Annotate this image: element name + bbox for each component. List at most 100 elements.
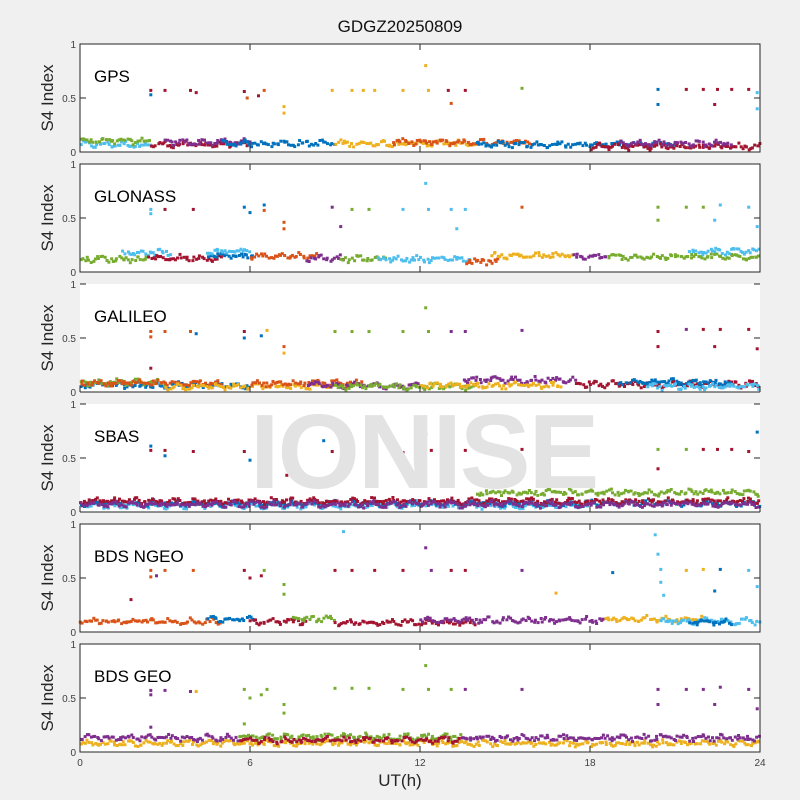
- data-point: [354, 741, 358, 744]
- data-point: [433, 500, 436, 503]
- data-point: [678, 145, 682, 148]
- data-point: [136, 255, 140, 259]
- data-point: [135, 619, 139, 623]
- data-point: [697, 386, 701, 390]
- data-point: [322, 140, 326, 144]
- data-point: [652, 743, 655, 747]
- data-point: [666, 381, 670, 385]
- data-point: [229, 736, 233, 740]
- data-point: [599, 505, 603, 509]
- data-point: [158, 247, 162, 251]
- data-point: [631, 739, 634, 743]
- data-point: [373, 144, 377, 148]
- data-point: [598, 141, 601, 145]
- outlier-point: [684, 87, 688, 91]
- data-point: [123, 383, 126, 387]
- data-point: [182, 383, 186, 387]
- data-point: [151, 502, 155, 506]
- data-point: [595, 498, 599, 502]
- data-point: [370, 504, 374, 507]
- data-point: [107, 382, 111, 386]
- data-point: [94, 140, 98, 144]
- data-point: [506, 499, 510, 503]
- data-point: [228, 616, 232, 620]
- data-point: [525, 741, 529, 745]
- data-point: [338, 384, 342, 388]
- outlier-point: [455, 227, 459, 231]
- outlier-point: [350, 207, 354, 211]
- data-point: [156, 500, 160, 504]
- data-point: [462, 617, 466, 621]
- data-point: [464, 501, 468, 505]
- data-point: [684, 616, 688, 620]
- data-point: [541, 491, 545, 495]
- data-point: [285, 498, 288, 502]
- data-point: [631, 141, 635, 145]
- data-point: [274, 498, 278, 501]
- outlier-point: [424, 306, 428, 310]
- data-point: [522, 741, 526, 745]
- data-point: [528, 383, 532, 387]
- data-point: [316, 383, 320, 387]
- data-point: [265, 505, 269, 509]
- data-point: [641, 499, 645, 503]
- data-point: [453, 622, 457, 626]
- data-point: [150, 380, 154, 384]
- data-point: [179, 256, 183, 260]
- y-tick-label: 0.5: [62, 574, 76, 585]
- data-point: [542, 741, 546, 745]
- data-point: [651, 504, 654, 508]
- data-point: [90, 144, 94, 148]
- outlier-point: [463, 207, 467, 211]
- data-point: [568, 497, 572, 501]
- data-point: [678, 492, 682, 496]
- data-point: [206, 251, 209, 255]
- data-point: [291, 496, 295, 500]
- outlier-point: [367, 207, 371, 211]
- data-point: [212, 254, 216, 258]
- data-point: [637, 499, 641, 503]
- data-point: [91, 140, 95, 144]
- data-point: [757, 387, 761, 391]
- data-point: [224, 739, 228, 742]
- data-point: [435, 381, 439, 385]
- data-point: [187, 259, 191, 263]
- data-point: [730, 501, 734, 504]
- data-point: [747, 496, 750, 500]
- data-point: [578, 742, 582, 746]
- data-point: [94, 618, 98, 622]
- data-point: [317, 254, 321, 258]
- data-point: [309, 142, 313, 146]
- outlier-point: [242, 205, 246, 209]
- data-point: [392, 256, 396, 260]
- data-point: [510, 619, 514, 622]
- data-point: [710, 256, 714, 260]
- outlier-point: [718, 567, 722, 571]
- data-point: [159, 255, 163, 258]
- data-point: [242, 734, 246, 738]
- data-point: [146, 740, 150, 744]
- data-point: [99, 379, 103, 383]
- data-point: [670, 621, 674, 625]
- data-point: [138, 144, 142, 148]
- data-point: [746, 500, 750, 503]
- outlier-point: [611, 571, 615, 575]
- data-point: [172, 144, 175, 147]
- outlier-point: [333, 686, 337, 690]
- data-point: [665, 503, 669, 507]
- data-point: [341, 258, 345, 262]
- data-point: [675, 141, 679, 145]
- data-point: [571, 741, 575, 745]
- data-point: [487, 615, 491, 619]
- data-point: [610, 736, 614, 740]
- data-point: [735, 247, 739, 251]
- data-point: [261, 387, 265, 391]
- data-point: [339, 507, 343, 511]
- outlier-point: [701, 327, 705, 331]
- outlier-point: [653, 533, 657, 537]
- data-point: [163, 138, 167, 142]
- data-point: [591, 489, 595, 493]
- data-point: [534, 251, 537, 255]
- outlier-point: [427, 330, 430, 333]
- data-point: [499, 378, 503, 382]
